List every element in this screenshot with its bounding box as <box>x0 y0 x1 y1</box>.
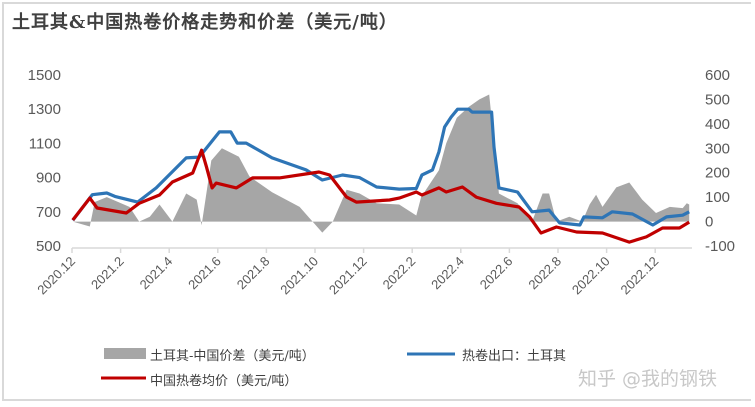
right-y-tick-label: 500 <box>705 91 730 108</box>
right-y-tick-label: 100 <box>705 189 730 206</box>
legend-label-turkey-export: 热卷出口：土耳其 <box>462 349 567 364</box>
right-y-tick-label: 600 <box>705 67 730 84</box>
legend-swatch-spread <box>104 348 146 359</box>
legend-label-spread: 土耳其-中国价差（美元/吨） <box>150 349 315 364</box>
left-y-tick-label: 500 <box>36 238 61 255</box>
series-spread-area <box>72 94 690 233</box>
series-china-price-line <box>71 148 691 244</box>
right-y-tick-label: 0 <box>705 214 713 231</box>
left-y-tick-label: 900 <box>36 170 61 187</box>
chart-title: 土耳其&中国热卷价格走势和价差（美元/吨） <box>12 12 398 33</box>
right-y-tick-label: 400 <box>705 116 730 133</box>
chart-frame <box>2 2 751 401</box>
right-y-tick-label: 300 <box>705 140 730 157</box>
watermark: 知乎 @我的钢铁 <box>578 368 718 390</box>
legend-label-china-price: 中国热卷均价（美元/吨） <box>150 374 298 389</box>
left-y-tick-label: 1500 <box>28 67 61 84</box>
right-y-tick-label: -100 <box>705 238 735 255</box>
left-y-tick-label: 700 <box>36 204 61 221</box>
left-y-tick-label: 1300 <box>28 101 61 118</box>
left-y-tick-label: 1100 <box>29 135 61 152</box>
right-y-tick-label: 200 <box>705 165 730 182</box>
